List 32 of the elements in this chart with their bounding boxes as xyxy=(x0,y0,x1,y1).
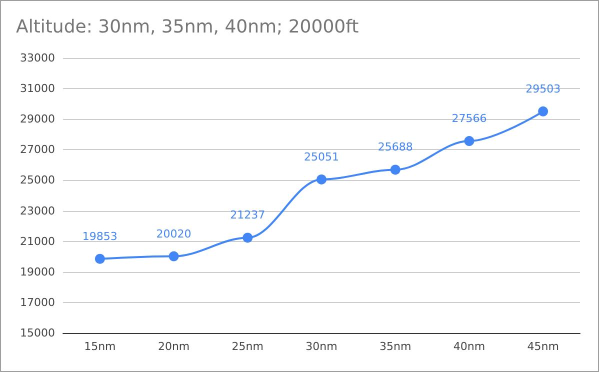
x-tick-label: 45nm xyxy=(527,340,559,353)
point xyxy=(168,251,179,262)
point xyxy=(94,254,105,264)
y-tick-label: 33000 xyxy=(20,52,55,64)
x-tick-label: 40nm xyxy=(453,340,486,353)
point xyxy=(316,174,326,184)
y-tick-label: 21000 xyxy=(20,234,55,248)
data-label: 20020 xyxy=(156,227,192,240)
y-tick-label: 23000 xyxy=(20,204,55,218)
data-label: 25688 xyxy=(378,140,413,154)
data-label: 19853 xyxy=(82,230,118,243)
data-label: 25051 xyxy=(304,150,339,164)
x-tick-label: 30nm xyxy=(306,340,338,353)
point xyxy=(538,106,548,116)
y-tick-label: 15000 xyxy=(20,326,55,340)
y-tick-label: 27000 xyxy=(20,143,55,156)
y-tick-label: 29000 xyxy=(20,112,55,126)
point xyxy=(464,136,474,146)
y-tick-label: 31000 xyxy=(20,82,55,96)
y-tick-label: 19000 xyxy=(20,265,55,278)
y-tick-label: 25000 xyxy=(20,174,55,187)
x-tick-label: 15nm xyxy=(84,340,116,353)
x-tick-label: 25nm xyxy=(232,340,264,353)
x-tick-label: 35nm xyxy=(380,340,412,353)
data-label: 29503 xyxy=(526,82,561,96)
chart-title: Altitude: 30nm, 35nm, 40nm; 20000ft xyxy=(16,16,359,38)
x-tick-label: 20nm xyxy=(158,340,190,353)
data-label: 21237 xyxy=(230,208,266,222)
point xyxy=(242,232,253,243)
y-tick-label: 17000 xyxy=(20,296,55,309)
point xyxy=(390,164,400,175)
data-label: 27566 xyxy=(452,112,487,126)
